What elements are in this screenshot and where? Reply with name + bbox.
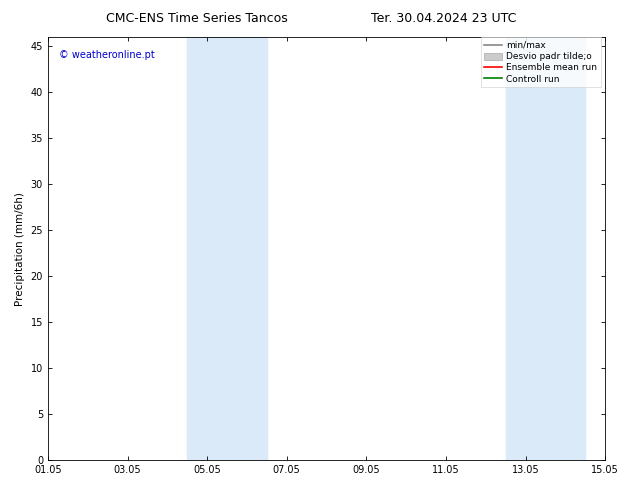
Bar: [506, 37, 585, 460]
Text: © weatheronline.pt: © weatheronline.pt: [59, 50, 155, 60]
Text: Ter. 30.04.2024 23 UTC: Ter. 30.04.2024 23 UTC: [371, 12, 517, 25]
Text: CMC-ENS Time Series Tancos: CMC-ENS Time Series Tancos: [106, 12, 287, 25]
Legend: min/max, Desvio padr tilde;o, Ensemble mean run, Controll run: min/max, Desvio padr tilde;o, Ensemble m…: [481, 37, 600, 87]
Y-axis label: Precipitation (mm/6h): Precipitation (mm/6h): [15, 192, 25, 306]
Bar: [187, 37, 267, 460]
